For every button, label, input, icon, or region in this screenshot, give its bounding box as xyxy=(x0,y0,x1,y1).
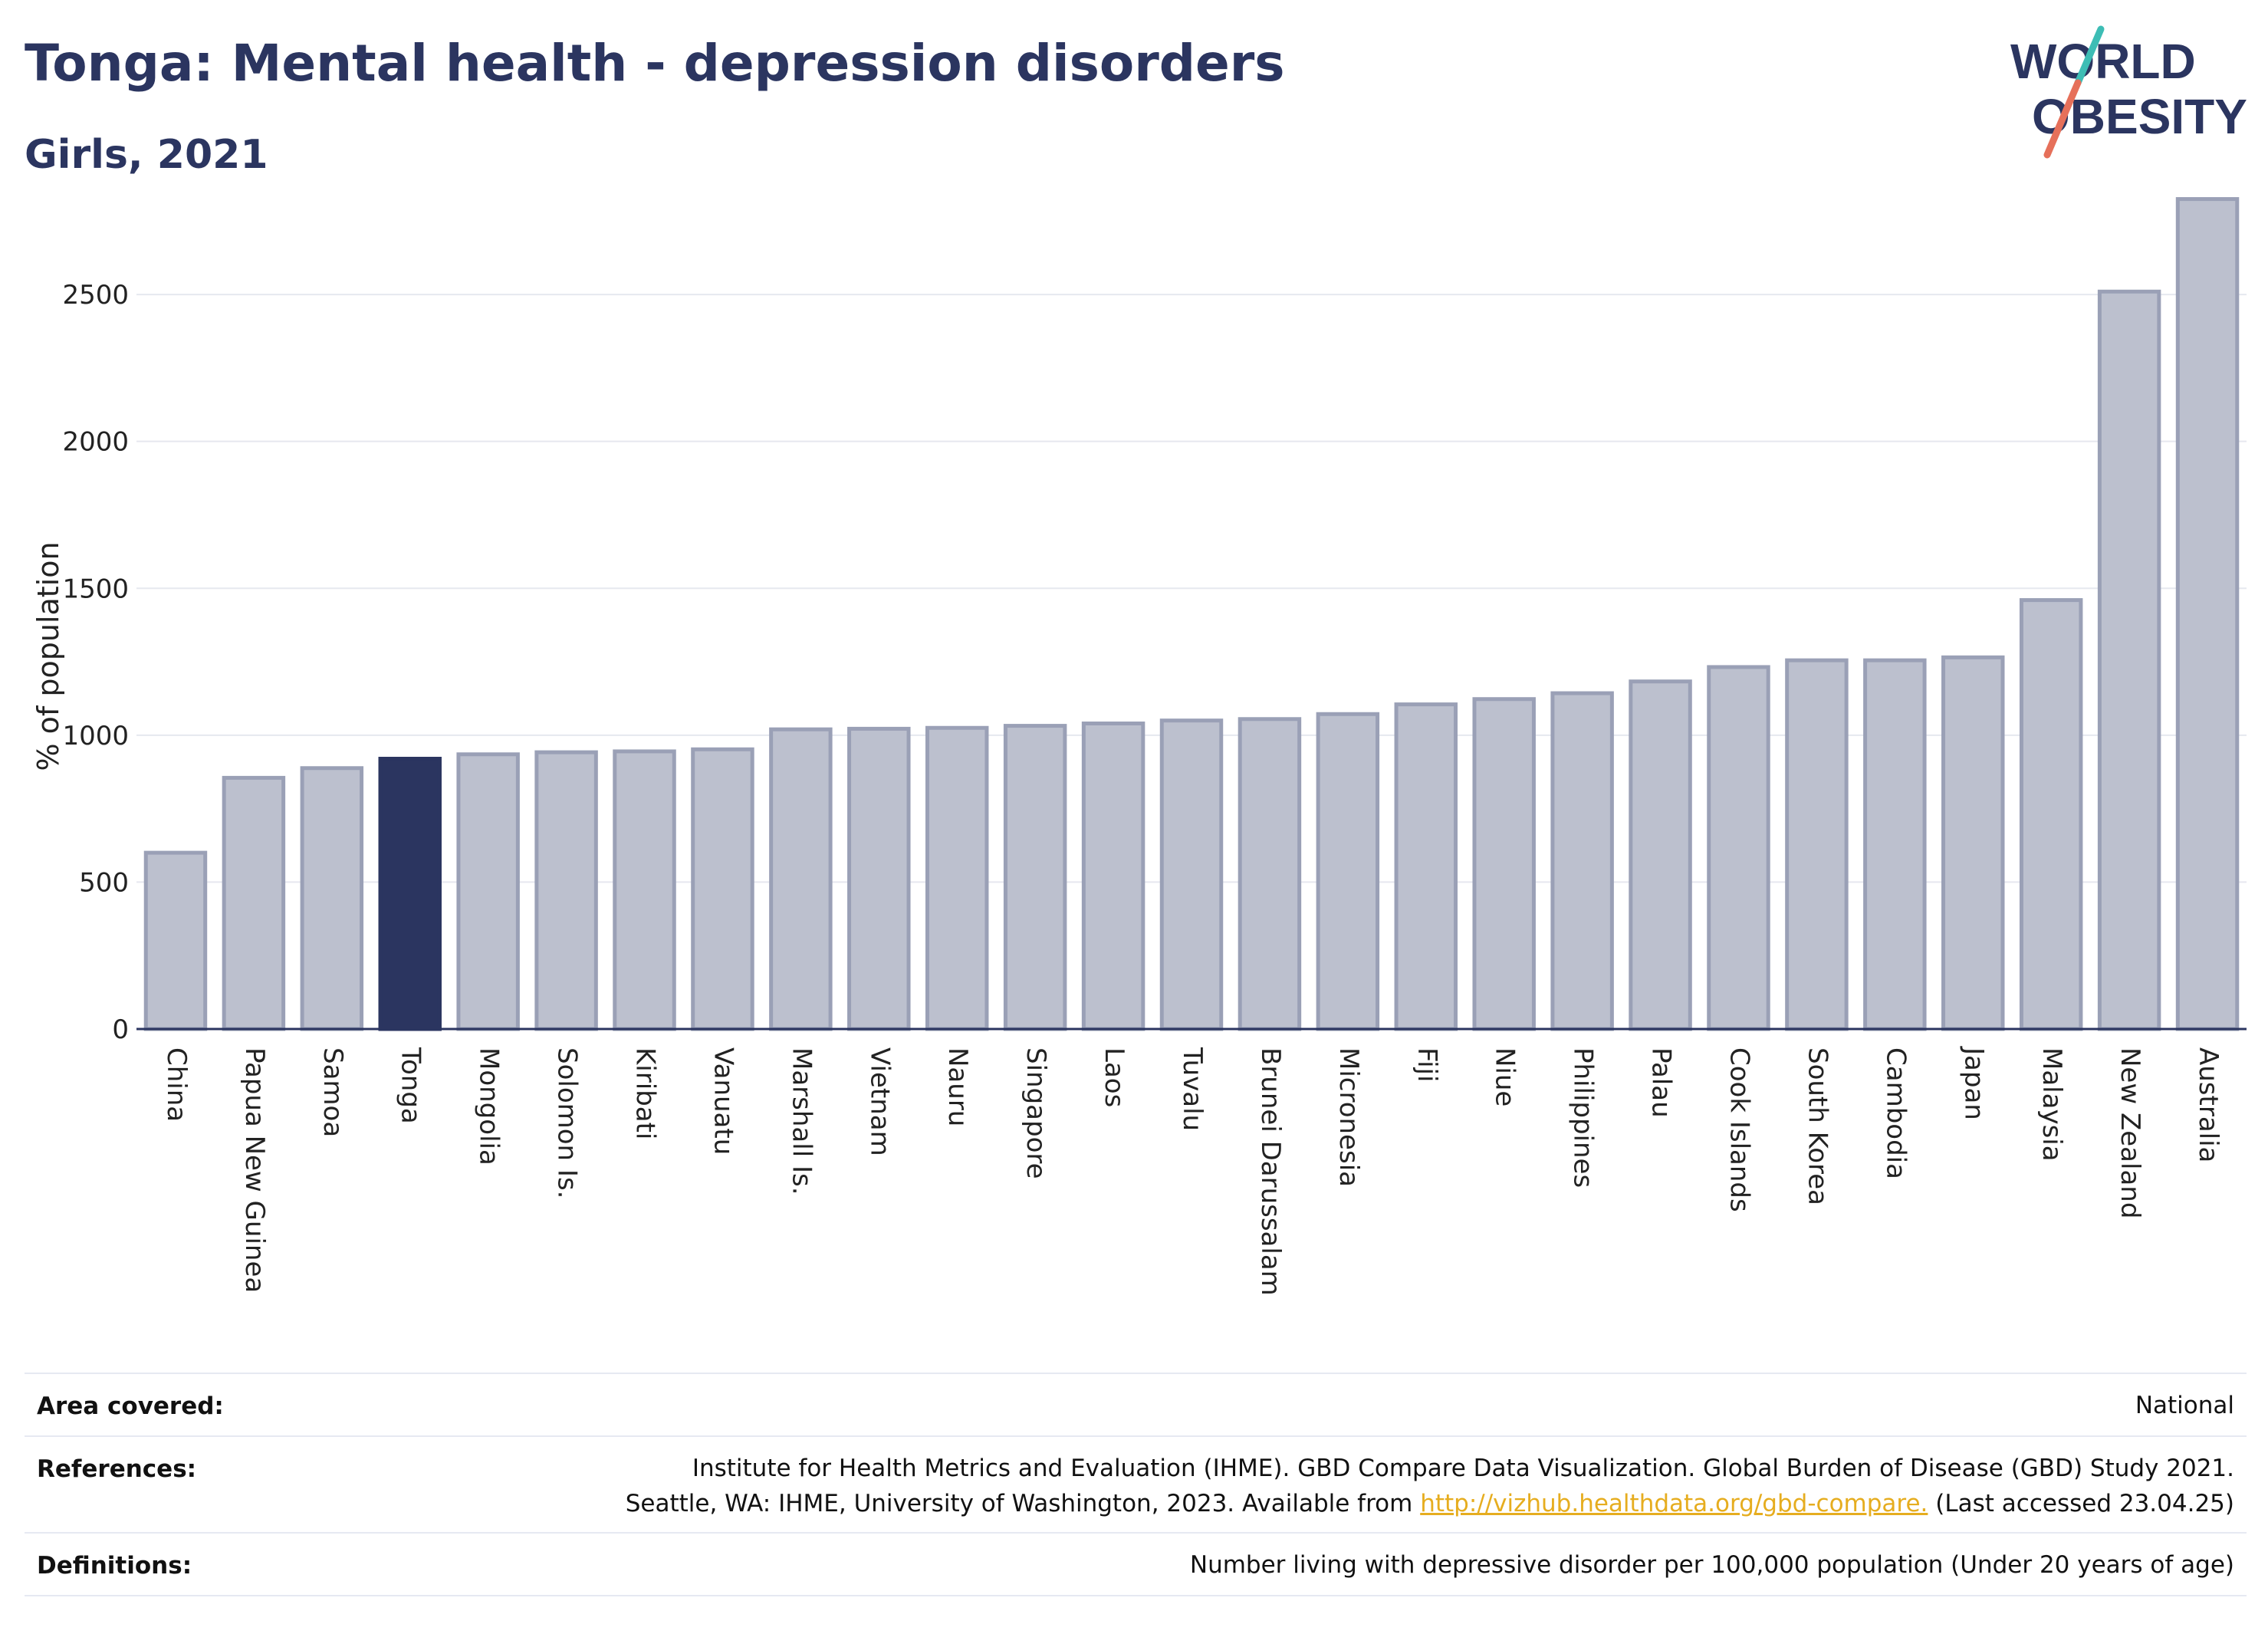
world-obesity-logo: WORLD OBESITY xyxy=(2010,25,2247,159)
x-tick-label: Laos xyxy=(1099,1047,1129,1107)
bar xyxy=(925,725,989,1031)
x-tick-label: Vanuatu xyxy=(708,1047,738,1155)
x-tick-label: Philippines xyxy=(1568,1047,1599,1188)
logo-line-world: WORLD xyxy=(2010,34,2196,89)
bar-chart: 0 500 1000 1500 2000 2500 China Papua New Guin… xyxy=(31,197,2247,1296)
x-tick-label: Solomon Is. xyxy=(552,1047,583,1198)
bar xyxy=(534,750,598,1031)
footer-row-references: References: Institute for Health Metrics… xyxy=(25,1435,2247,1532)
x-tick-label: Singapore xyxy=(1021,1047,1051,1179)
bar xyxy=(847,726,911,1031)
references-line-2-start: Seattle, WA: IHME, University of Washing… xyxy=(625,1490,1421,1517)
x-tick-label: Papua New Guinea xyxy=(239,1047,270,1293)
y-tick-label: 1500 xyxy=(62,574,129,604)
x-tick-label: Tuvalu xyxy=(1177,1047,1208,1131)
logo-slash-coral xyxy=(2043,79,2082,159)
y-tick-label: 0 xyxy=(112,1014,129,1045)
x-tick-label: Marshall Is. xyxy=(786,1047,817,1195)
logo-slash-teal xyxy=(2074,25,2105,87)
x-tick-label: Vietnam xyxy=(864,1047,895,1156)
bar xyxy=(2175,197,2240,1031)
bar-highlight xyxy=(378,756,442,1031)
y-tick-label: 2000 xyxy=(62,427,129,458)
x-tick-label: Australia xyxy=(2193,1047,2224,1162)
x-tick-label: China xyxy=(161,1047,192,1122)
x-tick-label: Malaysia xyxy=(2036,1047,2067,1162)
bar xyxy=(143,850,208,1031)
bar xyxy=(691,747,754,1031)
x-tick-label: Palau xyxy=(1646,1047,1677,1118)
x-tick-label: Brunei Darussalam xyxy=(1255,1047,1286,1296)
definitions-value: Number living with depressive disorder p… xyxy=(1189,1551,2234,1579)
bar xyxy=(769,727,833,1031)
x-tick-label: Niue xyxy=(1490,1047,1520,1106)
y-tick-labels: 0 500 1000 1500 2000 2500 xyxy=(62,280,129,1045)
x-tick-label: South Korea xyxy=(1802,1047,1832,1205)
x-tick-label: Tonga xyxy=(396,1047,426,1124)
bar xyxy=(1394,702,1458,1031)
bar xyxy=(1707,665,1770,1031)
bar xyxy=(613,749,676,1031)
bar xyxy=(2019,598,2083,1031)
bar xyxy=(456,752,520,1031)
page-subtitle: Girls, 2021 xyxy=(25,132,268,178)
bar xyxy=(1941,655,2005,1031)
bar xyxy=(1159,718,1224,1031)
bar xyxy=(1238,717,1302,1031)
bar xyxy=(1629,679,1692,1031)
y-tick-label: 500 xyxy=(79,867,129,898)
x-tick-label: New Zealand xyxy=(2115,1047,2145,1218)
y-tick-label: 2500 xyxy=(62,280,129,311)
references-line-2-end: (Last accessed 23.04.25) xyxy=(1928,1490,2234,1517)
area-covered-label: Area covered: xyxy=(37,1392,224,1420)
references-line-2: Seattle, WA: IHME, University of Washing… xyxy=(626,1486,2234,1521)
y-tick-label: 1000 xyxy=(62,721,129,751)
x-tick-label: Fiji xyxy=(1412,1047,1442,1082)
x-tick-labels: China Papua New Guinea Samoa Tonga Mongolia S… xyxy=(161,1046,2224,1296)
references-label: References: xyxy=(37,1455,197,1483)
footer-row-definitions: Definitions: Number living with depressi… xyxy=(25,1532,2247,1596)
bar xyxy=(1785,658,1849,1031)
bar xyxy=(1081,722,1146,1031)
area-covered-value: National xyxy=(2135,1392,2234,1419)
definitions-label: Definitions: xyxy=(37,1552,192,1580)
x-tick-label: Nauru xyxy=(942,1047,973,1126)
footer-table: Area covered: National References: Insti… xyxy=(25,1373,2247,1596)
x-tick-label: Japan xyxy=(1958,1046,1989,1120)
references-value: Institute for Health Metrics and Evaluat… xyxy=(626,1451,2234,1521)
x-tick-label: Cook Islands xyxy=(1724,1047,1754,1212)
x-tick-label: Cambodia xyxy=(1880,1047,1911,1179)
x-tick-label: Mongolia xyxy=(474,1047,505,1165)
x-tick-label: Micronesia xyxy=(1333,1047,1364,1187)
x-tick-label: Samoa xyxy=(317,1047,348,1137)
references-link[interactable]: http://vizhub.healthdata.org/gbd-compare… xyxy=(1420,1490,1928,1517)
bar xyxy=(1316,712,1380,1031)
footer-row-area: Area covered: National xyxy=(25,1373,2247,1435)
bar xyxy=(1003,724,1067,1031)
bar xyxy=(1472,697,1536,1031)
y-axis-label: % of population xyxy=(31,541,65,771)
bar xyxy=(222,775,286,1031)
bar xyxy=(300,766,364,1031)
bars xyxy=(143,197,2240,1031)
bar xyxy=(1550,691,1614,1031)
bar xyxy=(2097,289,2161,1031)
references-line-1: Institute for Health Metrics and Evaluat… xyxy=(692,1455,2234,1482)
bar xyxy=(1863,658,1927,1031)
x-tick-label: Kiribati xyxy=(630,1047,661,1139)
page-title: Tonga: Mental health - depression disord… xyxy=(25,34,1285,93)
